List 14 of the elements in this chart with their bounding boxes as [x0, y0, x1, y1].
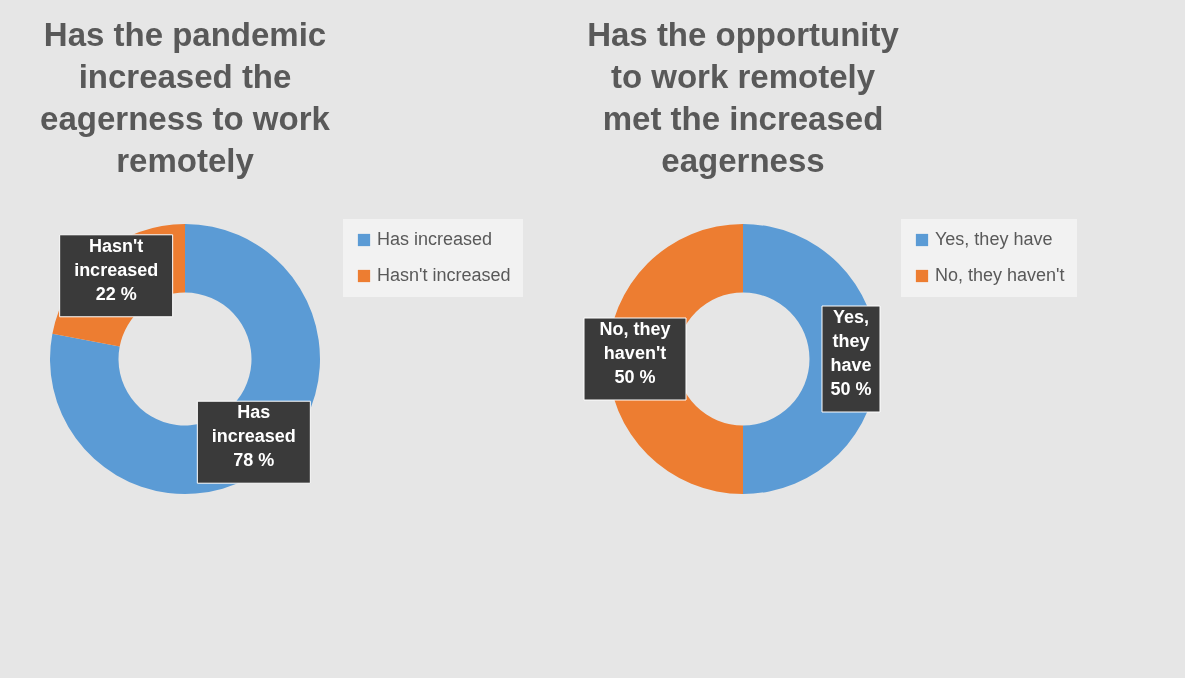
- chart-title: Has the opportunity to work remotely met the increased eagerness: [587, 16, 900, 179]
- slice-label: Yes, they have: [830, 307, 872, 375]
- legend-label: Has increased: [377, 229, 493, 249]
- legend-label: Hasn't increased: [377, 265, 511, 285]
- slice-label: Has increased: [211, 402, 296, 447]
- data-label: 50 %: [614, 367, 656, 387]
- slice-label: No, they haven't: [599, 319, 671, 363]
- chart-title: Has the pandemic increased the eagerness to work remotely: [40, 16, 331, 179]
- slice-label: Hasn't increased: [74, 235, 159, 280]
- legend-label: No, they haven't: [935, 265, 1065, 285]
- data-label: 50 %: [830, 379, 872, 399]
- legend-label: Yes, they have: [935, 229, 1053, 249]
- data-label: 22 %: [95, 283, 137, 304]
- data-label: 78 %: [233, 450, 275, 471]
